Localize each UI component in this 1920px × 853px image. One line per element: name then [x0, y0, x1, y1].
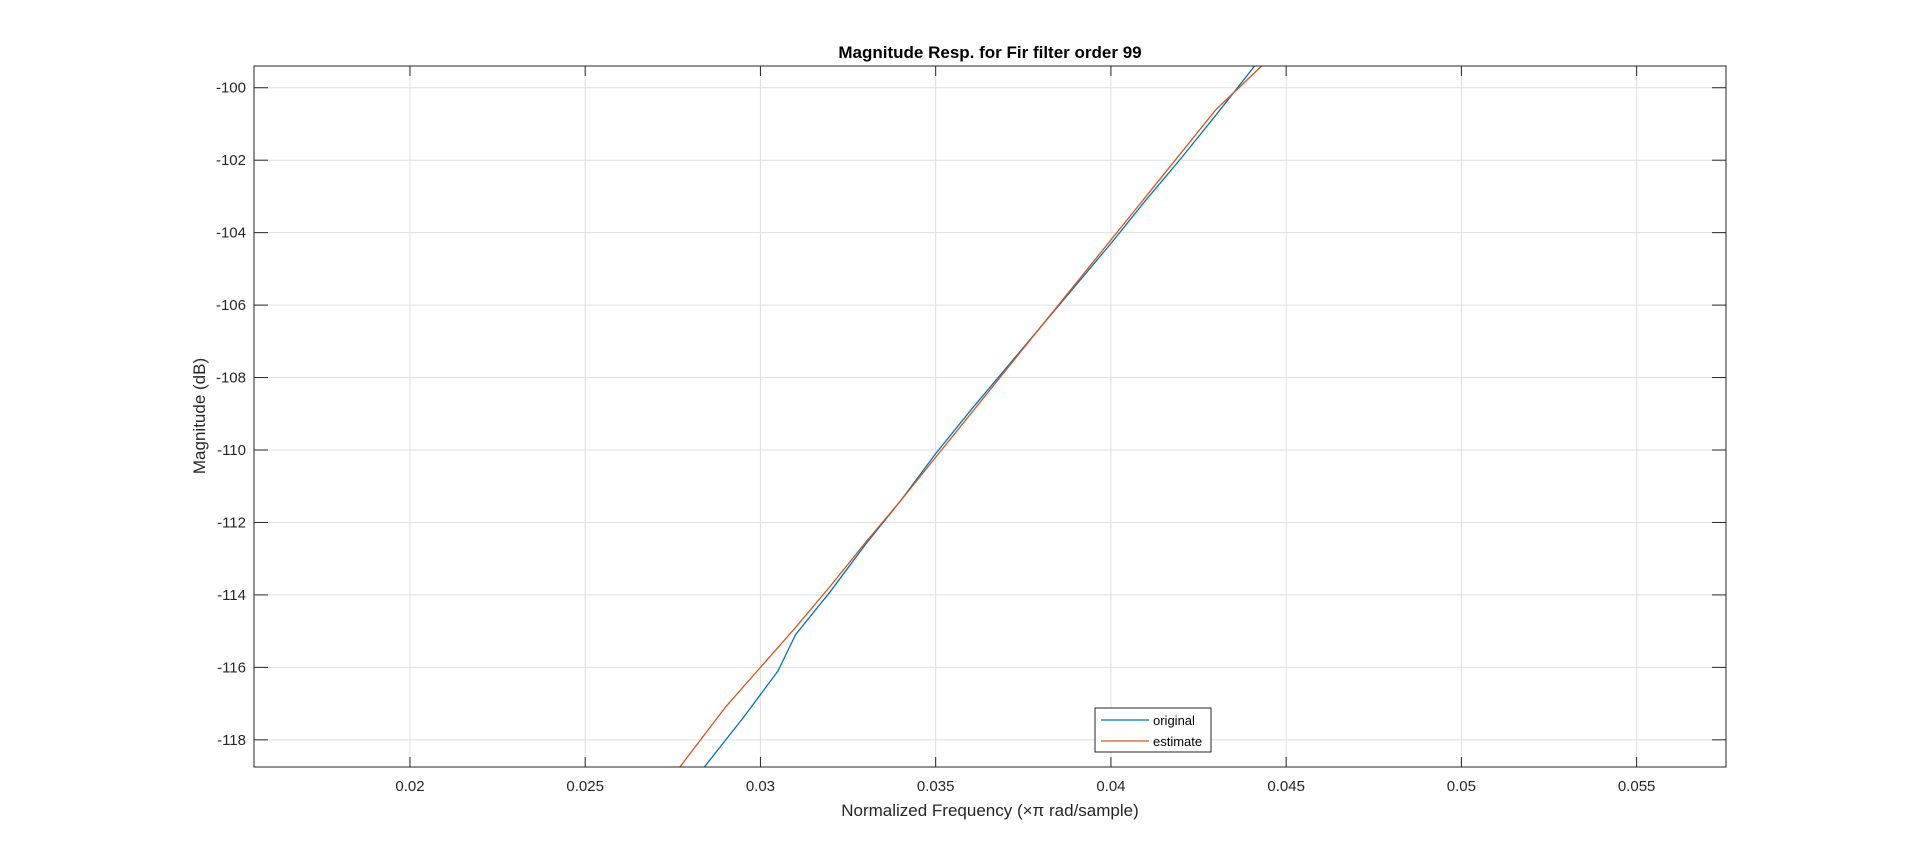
- legend-label-estimate: estimate: [1153, 734, 1202, 749]
- x-tick-label: 0.025: [566, 778, 604, 795]
- y-tick-label: -112: [217, 514, 246, 531]
- legend-box: [1094, 707, 1212, 753]
- y-tick-label: -100: [216, 80, 246, 97]
- x-tick-label: 0.055: [1618, 778, 1656, 795]
- y-tick-label: -104: [216, 225, 246, 242]
- y-tick-label: -114: [217, 587, 246, 604]
- axes-box: [253, 65, 1727, 768]
- series-line-original: [703, 66, 1256, 767]
- y-tick-label: -110: [217, 442, 246, 459]
- x-tick-labels: 0.02 0.025 0.03 0.035 0.04 0.045 0.05 0.055: [395, 778, 1655, 795]
- x-tick-label: 0.03: [746, 778, 775, 795]
- chart-title: Magnitude Resp. for Fir filter order 99: [838, 43, 1141, 62]
- y-axis-label: Magnitude (dB): [190, 358, 209, 474]
- y-tick-labels: -100 -102 -104 -106 -108 -110 -112 -114 -116 -118: [216, 80, 246, 749]
- plot-area: [254, 66, 1726, 767]
- y-tick-label: -118: [217, 732, 246, 749]
- series-lines: [679, 66, 1263, 767]
- grid: [254, 66, 1726, 767]
- x-tick-label: 0.035: [917, 778, 955, 795]
- x-tick-label: 0.02: [395, 778, 424, 795]
- y-tick-label: -106: [216, 297, 246, 314]
- y-tick-label: -108: [216, 370, 246, 387]
- x-axis-label: Normalized Frequency (×π rad/sample): [841, 801, 1139, 820]
- y-tick-label: -116: [217, 659, 246, 676]
- legend-label-original: original: [1153, 713, 1195, 728]
- x-tick-label: 0.05: [1447, 778, 1476, 795]
- series-line-estimate: [679, 66, 1263, 767]
- legend[interactable]: original estimate: [1094, 707, 1212, 753]
- ticks: [254, 66, 1726, 767]
- x-tick-label: 0.04: [1096, 778, 1125, 795]
- x-tick-label: 0.045: [1267, 778, 1305, 795]
- y-tick-label: -102: [216, 152, 246, 169]
